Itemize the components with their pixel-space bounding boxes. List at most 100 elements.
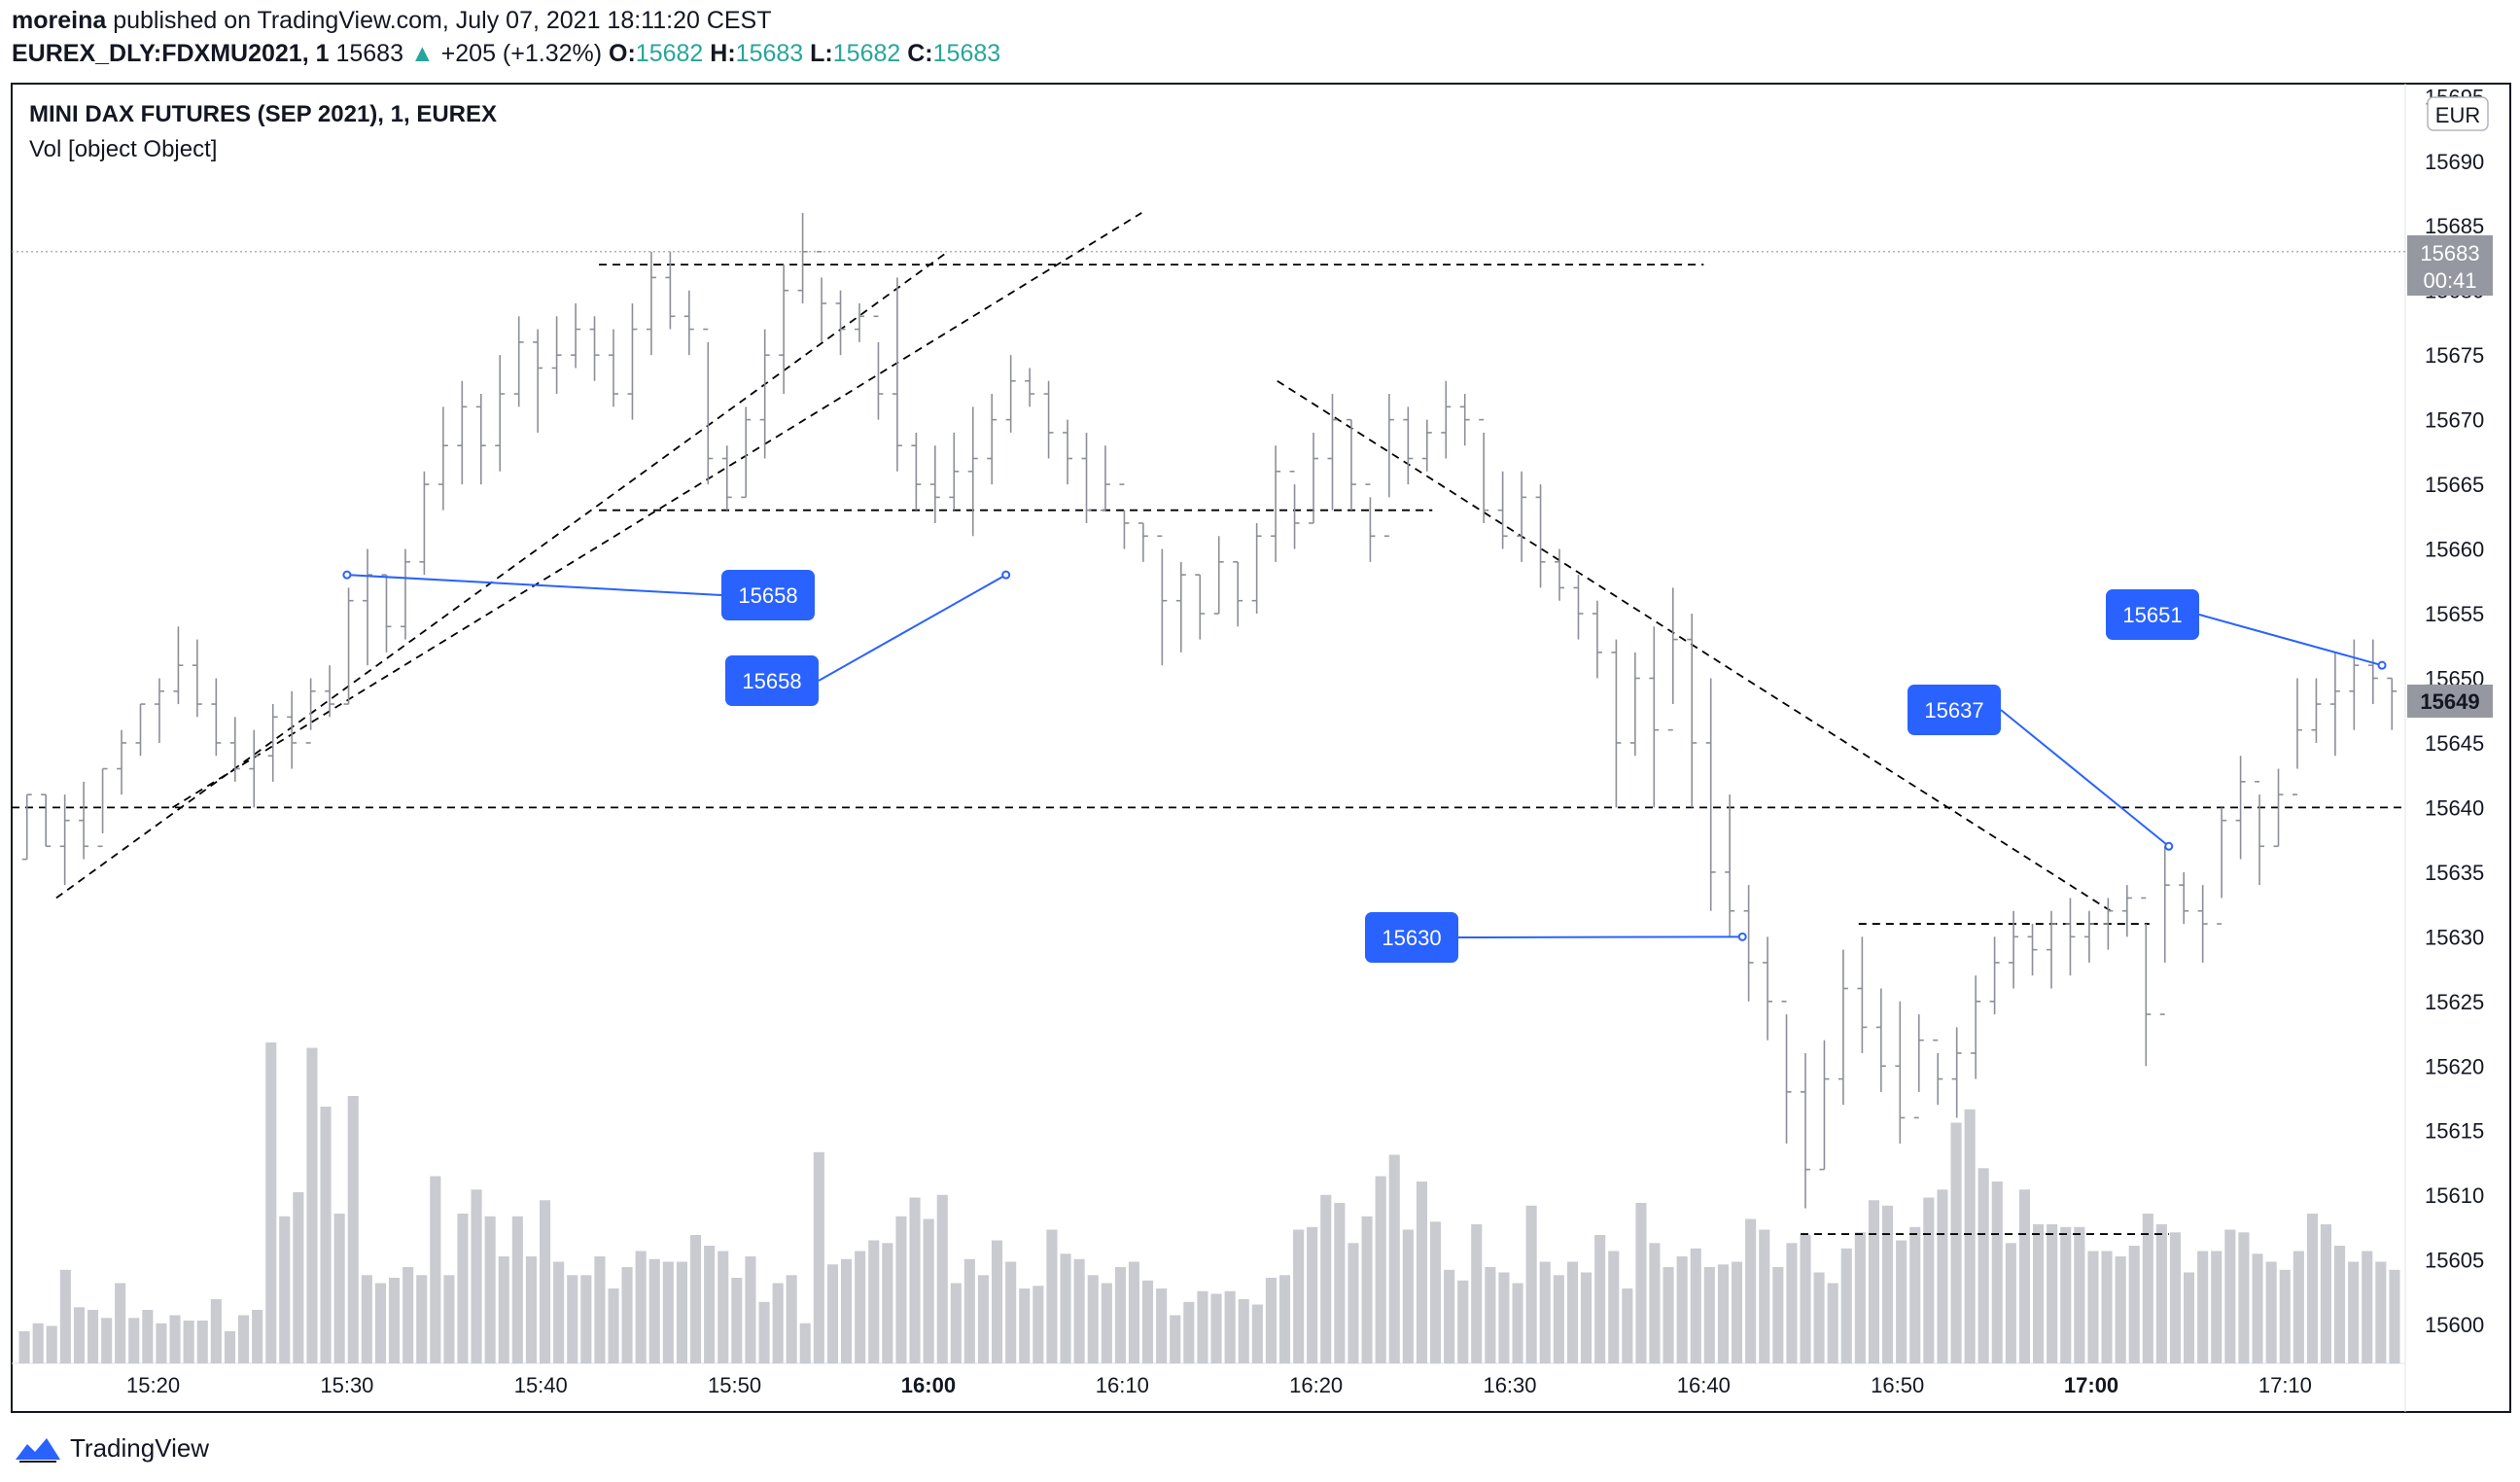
- symbol-name[interactable]: EUREX_DLY:FDXMU2021, 1: [12, 40, 330, 67]
- ohlc-bar: [627, 302, 638, 420]
- volume-bar: [1334, 1203, 1346, 1363]
- price-axis-label: 15655: [2425, 602, 2484, 626]
- ohlc-bar: [2065, 898, 2076, 976]
- ohlc-bar: [646, 251, 656, 356]
- published-text: published on TradingView.com, July 07, 2…: [113, 7, 772, 34]
- volume-bar: [1197, 1290, 1208, 1364]
- last-price: 15683: [335, 40, 403, 67]
- ohlc-bar: [1327, 394, 1338, 511]
- ohlc-bar: [703, 328, 714, 485]
- volume-bar: [306, 1047, 318, 1363]
- ohlc-bar: [683, 290, 694, 356]
- price-axis-label: 15635: [2425, 861, 2484, 885]
- volume-bar: [882, 1243, 893, 1364]
- downtrend-line: [1277, 379, 2112, 912]
- callout-anchor: [1737, 932, 1747, 941]
- volume-bar: [992, 1240, 1003, 1363]
- volume-bar: [333, 1214, 345, 1363]
- volume-bar: [1485, 1267, 1496, 1363]
- callouts-layer: 15658 15658 15630 15637 15651: [342, 570, 2387, 963]
- volume-bar: [210, 1299, 222, 1363]
- volume-bar: [224, 1331, 235, 1363]
- ohlc-bar: [2292, 678, 2302, 795]
- ohlc-bar: [1195, 574, 1206, 640]
- footer-brand[interactable]: TradingView: [70, 1433, 210, 1463]
- currency-badge[interactable]: EUR: [2427, 96, 2489, 131]
- countdown-label: 00:41: [2423, 268, 2476, 293]
- volume-bar: [2128, 1246, 2140, 1363]
- ohlc-bar: [1535, 484, 1546, 588]
- volume-bar: [320, 1107, 332, 1363]
- volume-bar: [1307, 1226, 1318, 1364]
- volume-bar: [1868, 1200, 1879, 1364]
- volume-bar: [88, 1310, 99, 1363]
- time-axis-label: 15:20: [126, 1373, 180, 1397]
- volume-bar: [2005, 1243, 2016, 1364]
- price-callout: 15630: [1365, 912, 1747, 963]
- ohlc-bar: [817, 251, 827, 342]
- volume-bar: [498, 1256, 509, 1363]
- volume-bar: [1388, 1154, 1400, 1363]
- time-axis-label: 15:50: [708, 1373, 761, 1397]
- volume-bar: [1183, 1301, 1195, 1364]
- ohlc-bar: [873, 315, 884, 420]
- volume-bar: [1594, 1235, 1606, 1363]
- volume-bar: [963, 1258, 975, 1364]
- price-callout: 15658: [725, 570, 1011, 706]
- volume-bar: [1073, 1258, 1085, 1364]
- volume-bar: [361, 1275, 372, 1364]
- volume-bar: [1114, 1267, 1126, 1363]
- ohlc-bar: [287, 690, 298, 769]
- price-axis-label: 15605: [2425, 1249, 2484, 1273]
- volume-bar: [156, 1323, 167, 1364]
- ohlc-bar: [1365, 483, 1376, 562]
- chart-title[interactable]: MINI DAX FUTURES (SEP 2021), 1, EUREX: [29, 101, 498, 127]
- volume-bar: [799, 1323, 811, 1364]
- ohlc-bar: [929, 445, 940, 523]
- callout-connector: [2198, 614, 2383, 667]
- time-axis[interactable]: 15:20 15:30 15:40 15:50 16:00 16:10 16:20 16:30…: [126, 1373, 2312, 1397]
- volume-bar: [2348, 1261, 2360, 1363]
- volume-bar: [2265, 1261, 2277, 1363]
- callout-connector: [346, 574, 722, 596]
- ohlc-bar: [571, 302, 581, 369]
- volume-bar: [1649, 1243, 1661, 1364]
- time-axis-label: 15:30: [320, 1373, 373, 1397]
- ohlc-bar: [665, 251, 676, 330]
- volume-bar: [279, 1216, 291, 1364]
- trendline-1: [55, 251, 949, 900]
- volume-bar: [1128, 1261, 1139, 1363]
- volume-bar: [635, 1251, 647, 1363]
- volume-bar: [142, 1310, 154, 1363]
- volume-bar: [18, 1331, 30, 1363]
- ohlc-bar: [135, 703, 146, 757]
- publisher-name[interactable]: moreina: [12, 7, 107, 34]
- volume-bar: [608, 1288, 619, 1363]
- volume-legend[interactable]: Vol [object Object]: [29, 136, 218, 162]
- ohlc-bar: [1857, 936, 1868, 1053]
- volume-bar: [1566, 1261, 1578, 1363]
- ohlc-bar: [2027, 924, 2038, 976]
- ohlc-bar: [325, 665, 335, 718]
- volume-bar: [1046, 1229, 1058, 1363]
- price-callout: 15651: [2106, 589, 2387, 670]
- volume-bar: [1512, 1283, 1523, 1363]
- ohlc-bar: [400, 548, 410, 640]
- volume-bar: [1238, 1299, 1249, 1363]
- price-axis-label: 15600: [2425, 1313, 2484, 1337]
- ohlc-bar: [2367, 639, 2378, 705]
- callout-label: 15658: [742, 669, 801, 693]
- ohlc-bar: [1233, 561, 1243, 627]
- ohlc-bar: [1403, 406, 1414, 485]
- ohlc-bar: [381, 574, 392, 653]
- ohlc-bar: [2103, 898, 2114, 950]
- ohlc-bar: [97, 767, 108, 848]
- ohlc-bar: [2009, 910, 2019, 989]
- volume-bar: [511, 1216, 523, 1364]
- price-axis[interactable]: 15600 15605 15610 15615 15620 15625 15630 15635…: [2425, 85, 2484, 1337]
- volume-bar: [1361, 1216, 1373, 1364]
- volume-bar: [1525, 1205, 1537, 1364]
- volume-bar: [1019, 1288, 1031, 1363]
- volume-bar: [1170, 1315, 1181, 1363]
